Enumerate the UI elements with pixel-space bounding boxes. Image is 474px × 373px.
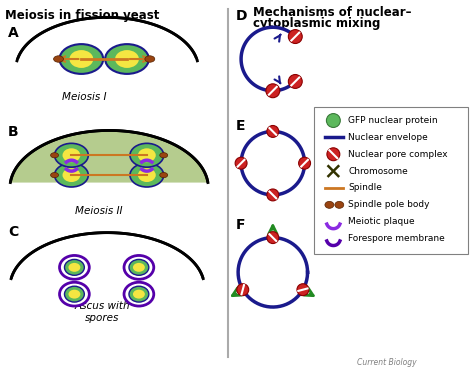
- Ellipse shape: [160, 153, 168, 158]
- Ellipse shape: [68, 290, 81, 299]
- Text: Meiotic plaque: Meiotic plaque: [348, 217, 415, 226]
- Ellipse shape: [70, 50, 93, 68]
- Ellipse shape: [60, 44, 103, 74]
- Text: Meiosis in fission yeast: Meiosis in fission yeast: [5, 9, 159, 22]
- Text: Forespore membrane: Forespore membrane: [348, 234, 445, 243]
- Ellipse shape: [55, 143, 88, 167]
- Text: Spindle pole body: Spindle pole body: [348, 200, 430, 209]
- Text: Chromosome: Chromosome: [348, 167, 408, 176]
- Ellipse shape: [124, 256, 154, 279]
- Ellipse shape: [63, 168, 81, 182]
- Circle shape: [299, 157, 310, 169]
- Text: Nuclear envelope: Nuclear envelope: [348, 133, 428, 142]
- Circle shape: [327, 113, 340, 128]
- Ellipse shape: [60, 256, 89, 279]
- Text: D: D: [236, 9, 247, 23]
- Ellipse shape: [130, 143, 164, 167]
- Circle shape: [288, 75, 302, 88]
- Text: Meiosis II: Meiosis II: [75, 206, 123, 216]
- Ellipse shape: [145, 56, 155, 62]
- Ellipse shape: [64, 286, 84, 302]
- Text: B: B: [8, 125, 18, 140]
- Circle shape: [267, 189, 279, 201]
- Polygon shape: [11, 233, 203, 279]
- Text: Current Biology: Current Biology: [357, 358, 417, 367]
- Circle shape: [288, 29, 302, 44]
- Circle shape: [237, 284, 249, 296]
- Ellipse shape: [64, 260, 84, 275]
- Text: cytoplasmic mixing: cytoplasmic mixing: [253, 17, 380, 30]
- Ellipse shape: [105, 44, 149, 74]
- Ellipse shape: [55, 163, 88, 187]
- Ellipse shape: [51, 153, 58, 158]
- Polygon shape: [10, 131, 208, 182]
- Ellipse shape: [130, 163, 164, 187]
- Circle shape: [267, 232, 279, 244]
- PathPatch shape: [17, 18, 197, 61]
- Ellipse shape: [60, 282, 89, 306]
- Text: Meiosis I: Meiosis I: [62, 92, 107, 102]
- Ellipse shape: [63, 148, 81, 162]
- Text: A: A: [8, 26, 18, 40]
- Ellipse shape: [129, 260, 149, 275]
- Ellipse shape: [138, 168, 156, 182]
- Text: F: F: [236, 218, 246, 232]
- Text: Spindle: Spindle: [348, 184, 382, 192]
- Ellipse shape: [160, 172, 168, 178]
- Ellipse shape: [68, 263, 81, 272]
- FancyBboxPatch shape: [313, 107, 468, 254]
- Ellipse shape: [129, 286, 149, 302]
- Ellipse shape: [115, 50, 139, 68]
- Circle shape: [235, 157, 247, 169]
- Ellipse shape: [54, 56, 64, 62]
- Text: C: C: [8, 225, 18, 239]
- Text: Nuclear pore complex: Nuclear pore complex: [348, 150, 448, 159]
- Ellipse shape: [133, 263, 145, 272]
- Ellipse shape: [138, 148, 156, 162]
- Text: GFP nuclear protein: GFP nuclear protein: [348, 116, 438, 125]
- Text: E: E: [236, 119, 246, 132]
- Ellipse shape: [124, 282, 154, 306]
- Ellipse shape: [51, 172, 58, 178]
- Ellipse shape: [133, 290, 145, 299]
- Text: Ascus with
spores: Ascus with spores: [74, 301, 130, 323]
- Circle shape: [266, 84, 280, 98]
- Circle shape: [297, 284, 309, 296]
- Circle shape: [327, 148, 340, 161]
- Ellipse shape: [335, 201, 344, 209]
- Ellipse shape: [325, 201, 334, 209]
- Text: Mechanisms of nuclear–: Mechanisms of nuclear–: [253, 6, 411, 19]
- Circle shape: [267, 125, 279, 137]
